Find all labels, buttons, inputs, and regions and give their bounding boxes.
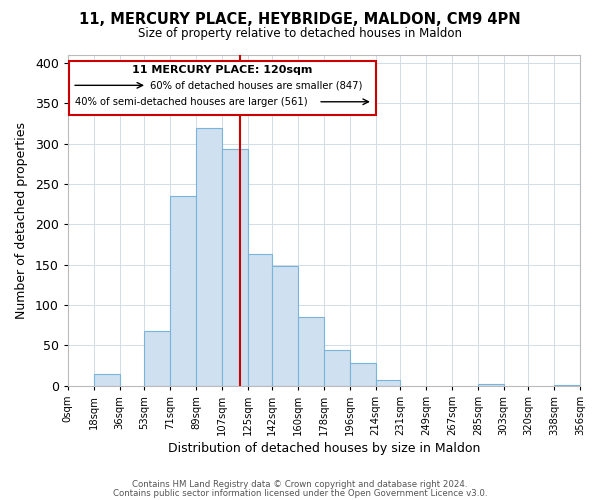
Text: 11 MERCURY PLACE: 120sqm: 11 MERCURY PLACE: 120sqm	[133, 64, 313, 74]
Bar	[170, 196, 196, 386]
Bar	[272, 266, 298, 386]
Text: 40% of semi-detached houses are larger (561): 40% of semi-detached houses are larger (…	[75, 97, 308, 107]
Bar	[144, 331, 170, 386]
Bar	[554, 385, 580, 386]
Text: 60% of detached houses are smaller (847): 60% of detached houses are smaller (847)	[150, 80, 362, 90]
Bar	[69, 60, 376, 116]
Y-axis label: Number of detached properties: Number of detached properties	[15, 122, 28, 319]
Bar	[94, 374, 119, 386]
Text: Contains public sector information licensed under the Open Government Licence v3: Contains public sector information licen…	[113, 488, 487, 498]
Bar	[222, 150, 248, 386]
Bar	[248, 254, 272, 386]
Bar	[376, 380, 400, 386]
Text: 11, MERCURY PLACE, HEYBRIDGE, MALDON, CM9 4PN: 11, MERCURY PLACE, HEYBRIDGE, MALDON, CM…	[79, 12, 521, 28]
Text: Contains HM Land Registry data © Crown copyright and database right 2024.: Contains HM Land Registry data © Crown c…	[132, 480, 468, 489]
Bar	[350, 363, 376, 386]
X-axis label: Distribution of detached houses by size in Maldon: Distribution of detached houses by size …	[168, 442, 480, 455]
Bar	[478, 384, 504, 386]
Bar	[196, 128, 222, 386]
Bar	[324, 350, 350, 386]
Text: Size of property relative to detached houses in Maldon: Size of property relative to detached ho…	[138, 28, 462, 40]
Bar	[298, 317, 324, 386]
